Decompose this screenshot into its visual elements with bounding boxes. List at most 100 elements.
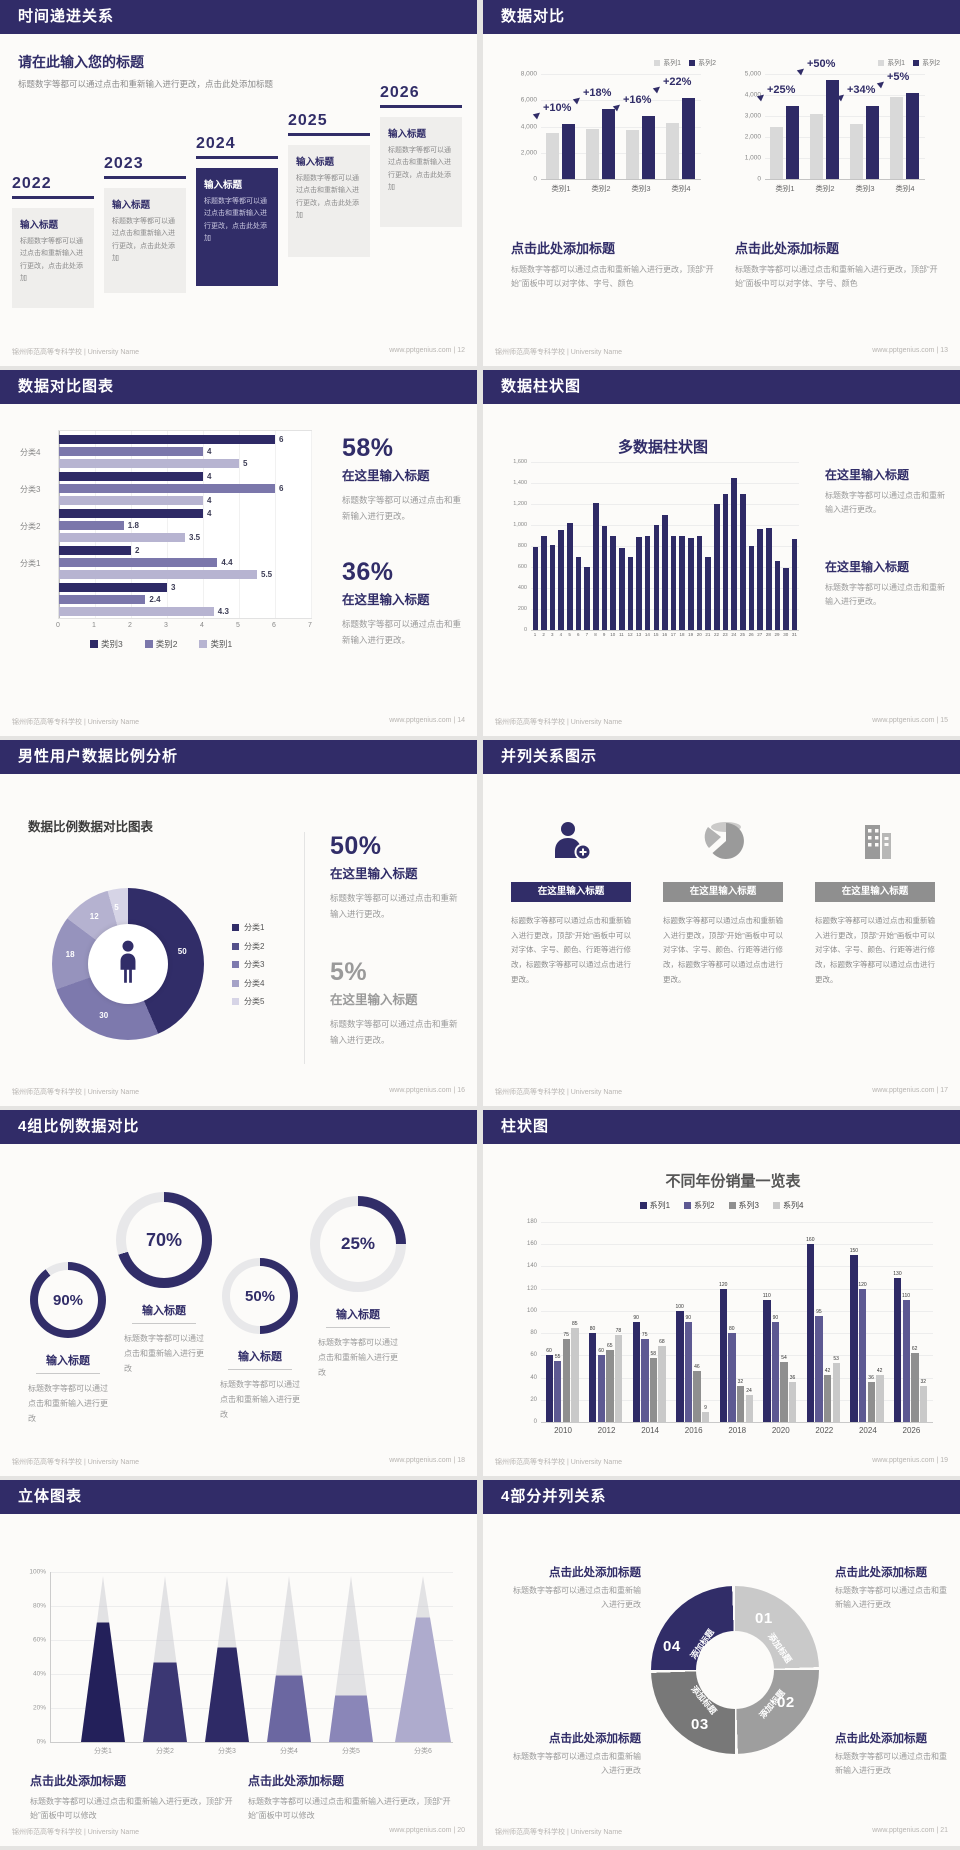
legend-swatch: [913, 60, 920, 66]
parallel-column: 在这里输入标题 标题数字等都可以通过点击和重新输入进行更改，顶部“开始”画板中可以…: [663, 812, 783, 987]
bar: [731, 477, 737, 630]
slide-footer: 锦州师范高等专科学校 | University Name www.pptgeni…: [495, 1457, 948, 1467]
gridline: [541, 1266, 933, 1268]
chart-legend: 系列1 系列2: [878, 58, 940, 68]
progress-ring-value: 70%: [126, 1202, 202, 1278]
stat-block: 5% 在这里输入标题 标题数字等都可以通过点击和重新输入进行更改。: [330, 958, 465, 1048]
x-tick-label: 30: [783, 632, 789, 637]
segment-number: 03: [691, 1716, 709, 1733]
legend-label: 分类2: [244, 941, 265, 951]
slide-column-chart[interactable]: 数据柱状图 多数据柱状图 1,600 1,400 1,200 1,000 800 600 4…: [483, 370, 960, 736]
bar-value-label: 9: [704, 1405, 707, 1411]
y-tick-label: 1,600: [513, 459, 527, 465]
slide-header: 数据柱状图: [483, 370, 960, 404]
gridline: [765, 158, 925, 159]
ring-body: 标题数字等都可以通过点击和重新输入进行更改: [124, 1334, 204, 1373]
x-category-label: 类别4: [671, 184, 691, 193]
timeline-card-title: 输入标题: [112, 200, 151, 211]
x-tick-label: 24: [731, 632, 737, 637]
bar: [584, 567, 590, 630]
column-title-bar: 在这里输入标题: [815, 882, 935, 902]
bar-value-label: 120: [719, 1281, 728, 1288]
gridline: [531, 483, 799, 484]
slide-four-part-relationship[interactable]: 4部分并列关系 01 添加标题 02 添加标题 03 添加标题 04 添加标题 锦州师范高等专…: [483, 1480, 960, 1846]
timeline-underline: [104, 176, 186, 179]
bar-series1: [850, 124, 863, 179]
y-tick-label: 5,000: [744, 70, 761, 78]
bar-value-label: 58: [650, 1350, 657, 1357]
legend-swatch: [728, 1202, 736, 1209]
bar: [558, 530, 565, 630]
slide-four-ratio-comparison[interactable]: 4组比例数据对比 锦州师范高等专科学校 | University Name ww…: [0, 1110, 477, 1476]
bar-value-label: 80: [729, 1326, 735, 1333]
gridline: [541, 100, 701, 102]
y-tick-label: 0%: [36, 1738, 46, 1746]
bar: [589, 1333, 597, 1422]
x-category-label: 类别1: [551, 184, 571, 193]
slide-grouped-column-chart[interactable]: 柱状图 不同年份销量一览表 系列1 系列2 系列3 系列4 0 20 40 60 80 100 1…: [483, 1110, 960, 1476]
y-tick-label: 3,000: [744, 112, 761, 120]
x-category-label: 类别2: [815, 184, 835, 193]
chart-plot: 5,000 4,000 3,000 2,000 1,000 0 +25% ▶ 类别1 +50% ▶ 类…: [745, 58, 925, 193]
bar: [658, 1346, 666, 1422]
bar: [567, 522, 573, 630]
timeline-year: 2024: [196, 135, 236, 152]
slide-parallel-relationship[interactable]: 并列关系图示 锦州师范高等专科学校 | University Name www.…: [483, 740, 960, 1106]
stat-block: 36% 在这里输入标题 标题数字等都可以通过点击和重新输入进行更改。: [342, 558, 464, 648]
bar: [545, 1355, 553, 1422]
stat-title: 在这里输入标题: [330, 993, 418, 1007]
bar: [850, 1255, 858, 1422]
legend-label: 分类3: [244, 960, 265, 969]
bar-series2: [642, 116, 655, 179]
bar: [774, 560, 781, 630]
timeline-card: 输入标题 标题数字等都可以通过点击和重新输入进行更改，点击此处添加: [380, 117, 462, 227]
legend-swatch: [232, 942, 239, 950]
footer-site-page: www.pptgenius.com | 13: [872, 347, 948, 354]
arrow-icon: ▶: [571, 94, 583, 106]
timeline-card-title: 输入标题: [204, 180, 243, 191]
slide-time-progression[interactable]: 时间递进关系 请在此输入您的标题 标题数字等都可以通过点击和重新输入进行更改，点…: [0, 0, 477, 366]
slide-footer: 锦州师范高等专科学校 | University Name www.pptgeni…: [12, 717, 465, 727]
x-tick-label: 4: [559, 632, 563, 637]
slide-comparison-chart[interactable]: 数据对比图表 58% 在这里输入标题 标题数字等都可以通过点击和重新输入进行更改…: [0, 370, 477, 736]
timeline-card-body: 标题数字等都可以通过点击和重新输入进行更改，点击此处添加: [112, 218, 175, 262]
bar: [771, 1322, 780, 1422]
x-category-label: 类别2: [591, 184, 611, 193]
x-tick-label: 11: [619, 632, 624, 637]
timeline-card-title: 输入标题: [296, 157, 335, 168]
bar: [679, 535, 686, 630]
y-tick-label: 800: [517, 543, 527, 549]
corner-text-block: 点击此处添加标题 标题数字等都可以通过点击和重新输入进行更改: [835, 1564, 951, 1613]
legend-label: 系列1: [887, 60, 906, 67]
intro-body: 标题数字等都可以通过点击和重新输入进行更改，点击此处添加标题: [18, 79, 274, 89]
slide-male-ratio-analysis[interactable]: 男性用户数据比例分析 数据比例数据对比图表 50 30 18 12 5 分类1 分类2 分类…: [0, 740, 477, 1106]
arrow-icon: ▶: [875, 77, 887, 89]
intro-block: 请在此输入您的标题 标题数字等都可以通过点击和重新输入进行更改，点击此处添加标题: [18, 52, 318, 91]
h-bar: [59, 570, 257, 579]
legend-label: 分类5: [244, 997, 265, 1006]
bar-value-label: 110: [762, 1292, 771, 1299]
x-category-label: 分类4: [280, 1748, 298, 1755]
timeline-card-title: 输入标题: [388, 129, 427, 140]
timeline-year: 2022: [12, 175, 52, 192]
plot-area: 6 4 5 4 6 4 4 1.8 3.5 2 4.4 5.5 3 2.4 4.3: [58, 430, 312, 619]
bar: [832, 1363, 841, 1422]
legend-label: 类别2: [155, 639, 178, 649]
arrow-icon: ▶: [651, 82, 663, 94]
stat-body: 标题数字等都可以通过点击和重新输入进行更改。: [342, 619, 462, 646]
bar: [632, 1322, 640, 1422]
bar: [911, 1353, 919, 1422]
chart-title: 不同年份销量一览表: [665, 1173, 801, 1190]
y-tick-label: 1,200: [513, 501, 527, 507]
slide-footer: 锦州师范高等专科学校 | University Name www.pptgeni…: [495, 1827, 948, 1837]
slide-3d-cone-chart[interactable]: 立体图表 100% 80% 60% 40% 20% 0% 分类1 分类2 分类3 分类4 分类5 分类…: [0, 1480, 477, 1846]
footer-org: 锦州师范高等专科学校 | University Name: [495, 1459, 623, 1466]
corner-text-block: 点击此处添加标题 标题数字等都可以通过点击和重新输入进行更改: [835, 1730, 951, 1779]
h-bar: [59, 472, 203, 481]
bar-value-label: 54: [781, 1355, 787, 1361]
slide-header: 并列关系图示: [483, 740, 960, 774]
text-block: 在这里输入标题 标题数字等都可以通过点击和重新输入进行更改。: [825, 466, 947, 518]
gridline: [541, 1333, 933, 1335]
slide-data-comparison[interactable]: 数据对比 系列1 系列2 8,000 6,000 4,000 2,000 0 +10% ▶ 类别1…: [483, 0, 960, 366]
x-tick-label: 3: [164, 622, 168, 629]
